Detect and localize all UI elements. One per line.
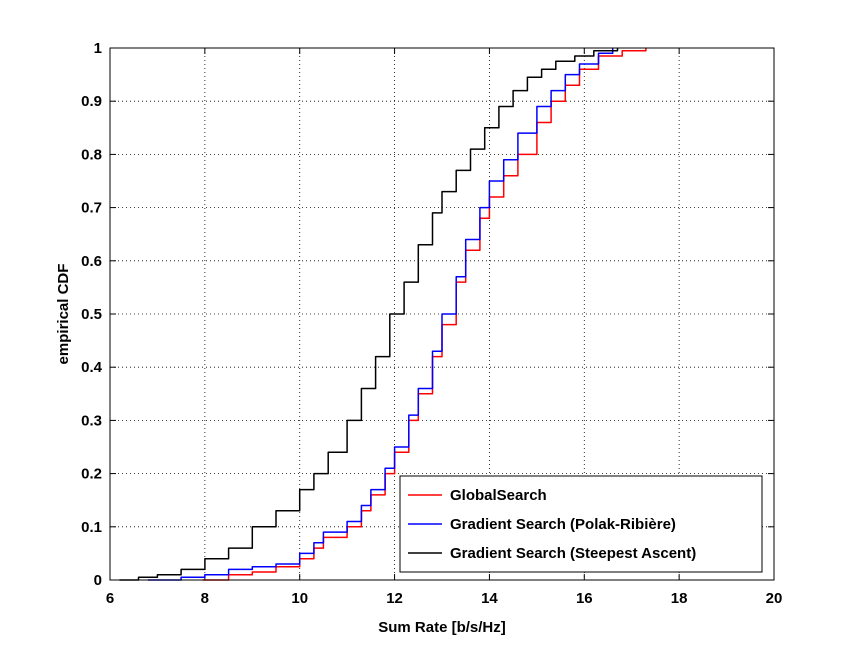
- y-axis-title: empirical CDF: [55, 264, 72, 365]
- x-tick-label: 14: [481, 590, 498, 607]
- x-tick-labels: 6 8 10 12 14 16 18 20: [106, 590, 783, 607]
- series-group: [119, 48, 647, 581]
- x-tick-label: 16: [576, 590, 593, 607]
- legend: GlobalSearch Gradient Search (Polak-Ribiè…: [399, 475, 763, 573]
- series-line-2: [119, 48, 619, 581]
- x-tick-label: 10: [291, 590, 308, 607]
- y-tick-labels: 0 0.1 0.2 0.3 0.4 0.5 0.6 0.7 0.8 0.9 1: [81, 40, 103, 589]
- y-tick-label: 0.5: [81, 306, 102, 323]
- y-tick-label: 0.3: [81, 412, 102, 429]
- series-line-1: [147, 48, 614, 581]
- y-tick-label: 0: [94, 572, 102, 589]
- legend-label-1: Gradient Search (Polak-Ribière): [450, 516, 676, 533]
- y-tick-label: 1: [94, 40, 102, 57]
- y-tick-label: 0.7: [81, 200, 102, 217]
- y-tick-label: 0.6: [81, 253, 102, 270]
- plot-border: [109, 47, 775, 581]
- x-tick-label: 6: [106, 590, 114, 607]
- x-tick-label: 8: [201, 590, 209, 607]
- x-tick-label: 18: [671, 590, 688, 607]
- x-axis-title: Sum Rate [b/s/Hz]: [378, 619, 506, 636]
- y-tick-label: 0.4: [81, 359, 103, 376]
- y-tick-label: 0.2: [81, 466, 102, 483]
- y-tick-label: 0.9: [81, 93, 102, 110]
- legend-label-0: GlobalSearch: [450, 487, 547, 504]
- y-tick-label: 0.1: [81, 519, 102, 536]
- legend-box: [399, 475, 763, 573]
- x-tick-label: 20: [766, 590, 783, 607]
- legend-label-2: Gradient Search (Steepest Ascent): [450, 545, 696, 562]
- y-tick-label: 0.8: [81, 146, 102, 163]
- x-tick-label: 12: [386, 590, 403, 607]
